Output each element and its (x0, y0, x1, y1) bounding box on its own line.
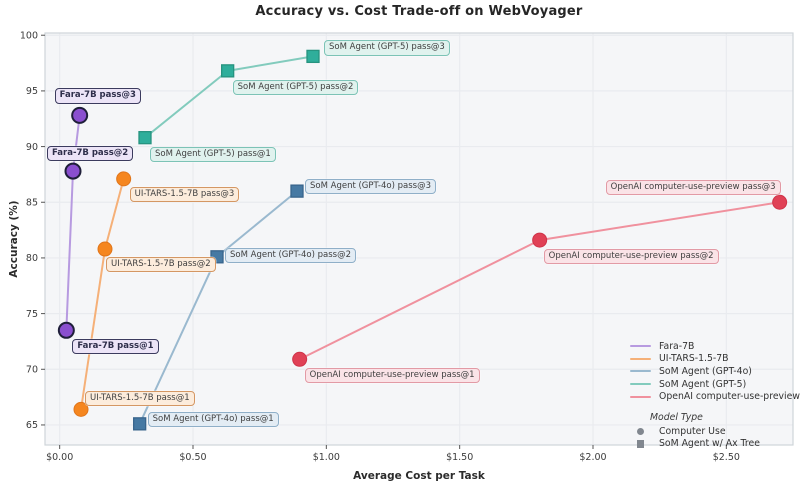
data-point-som-agent-gpt-5-pass-3 (306, 49, 320, 64)
legend-item-openai-computer-use-preview: OpenAI computer-use-preview (630, 390, 800, 403)
x-tick-label: $1.50 (446, 452, 473, 463)
data-point-ui-tars-1-5-7b-pass-3 (116, 171, 132, 187)
legend-marker-title: Model Type (650, 411, 703, 423)
legend-item-computer-use: Computer Use (630, 425, 800, 438)
x-tick-label: $0.00 (46, 452, 73, 463)
data-point-som-agent-gpt-5-pass-1 (138, 131, 152, 145)
legend-line-swatch (630, 345, 651, 348)
circle-glyph (637, 427, 644, 435)
data-point-som-agent-gpt-4o-pass-1 (133, 417, 147, 431)
legend-item-som-agent-gpt-4o: SoM Agent (GPT-4o) (630, 365, 800, 378)
circle-marker-icon (630, 427, 651, 435)
data-point-openai-computer-use-preview-pass-1 (292, 351, 308, 367)
legend-item-label: SoM Agent (GPT-5) (659, 378, 747, 390)
data-point-ui-tars-1-5-7b-pass-1 (73, 401, 89, 417)
legend-item-som-agent-gpt-5: SoM Agent (GPT-5) (630, 378, 800, 391)
legend-item-label: OpenAI computer-use-preview (659, 391, 800, 403)
legend-line-swatch (630, 370, 651, 373)
y-tick-label: 95 (26, 86, 38, 97)
data-point-ui-tars-1-5-7b-pass-2 (97, 241, 113, 257)
legend-item-label: Fara-7B (659, 340, 695, 352)
y-tick-label: 80 (26, 253, 38, 264)
chart-title: Accuracy vs. Cost Trade-off on WebVoyage… (255, 4, 583, 19)
y-tick-label: 70 (26, 364, 38, 375)
legend-line-swatch (630, 383, 651, 386)
legend-item-ui-tars-1-5-7b: UI-TARS-1.5-7B (630, 353, 800, 366)
legend-item-label: Computer Use (659, 425, 726, 437)
x-axis-title: Average Cost per Task (353, 470, 485, 482)
data-point-fara-7b-pass-2 (64, 162, 82, 180)
y-tick-label: 90 (26, 142, 38, 153)
legend-line-swatch (630, 357, 651, 360)
x-tick-label: $0.50 (179, 452, 206, 463)
y-axis-title: Accuracy (%) (8, 200, 20, 278)
square-glyph (636, 440, 645, 448)
y-tick-label: 65 (26, 420, 38, 431)
data-point-openai-computer-use-preview-pass-3 (772, 194, 788, 210)
legend-item-som-agent-w-ax-tree: SoM Agent w/ Ax Tree (630, 438, 800, 451)
y-tick-label: 85 (26, 197, 38, 208)
x-tick-label: $2.50 (713, 452, 740, 463)
legend-item-fara-7b: Fara-7B (630, 340, 800, 353)
legend-item-label: SoM Agent (GPT-4o) (659, 365, 752, 377)
legend: Fara-7B UI-TARS-1.5-7B SoM Agent (GPT-4o) S… (630, 340, 800, 450)
x-tick-label: $1.00 (313, 452, 340, 463)
y-tick-label: 100 (20, 30, 38, 41)
y-tick-label: 75 (26, 309, 38, 320)
legend-item-label: UI-TARS-1.5-7B (659, 353, 729, 365)
legend-line-swatch (630, 395, 651, 398)
x-tick-label: $2.00 (579, 452, 606, 463)
data-point-openai-computer-use-preview-pass-2 (532, 232, 548, 248)
legend-item-label: SoM Agent w/ Ax Tree (659, 438, 760, 450)
data-point-som-agent-gpt-5-pass-2 (221, 64, 235, 78)
data-point-fara-7b-pass-3 (71, 106, 89, 124)
data-point-som-agent-gpt-4o-pass-2 (210, 250, 224, 264)
plot-frame (44, 32, 794, 446)
square-marker-icon (630, 440, 651, 448)
data-point-som-agent-gpt-4o-pass-3 (290, 184, 304, 198)
data-point-fara-7b-pass-1 (57, 321, 75, 339)
